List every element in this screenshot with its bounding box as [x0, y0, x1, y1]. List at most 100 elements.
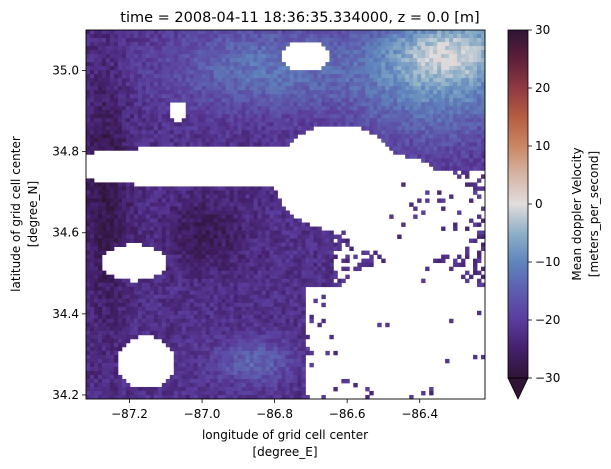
velocity-cell — [477, 166, 482, 171]
velocity-cell — [221, 242, 227, 247]
velocity-cell — [149, 190, 155, 195]
velocity-cell — [217, 226, 223, 231]
velocity-cell — [201, 294, 207, 300]
velocity-cell — [337, 38, 342, 43]
velocity-cell — [153, 186, 159, 191]
velocity-cell — [233, 126, 239, 131]
velocity-cell — [177, 206, 183, 211]
velocity-cell — [245, 282, 250, 288]
velocity-cell — [457, 262, 462, 268]
velocity-cell — [181, 286, 187, 292]
velocity-cell — [273, 86, 278, 91]
velocity-cell — [433, 114, 438, 119]
velocity-cell — [321, 110, 326, 115]
velocity-cell — [177, 294, 183, 300]
velocity-cell — [145, 194, 151, 199]
velocity-cell — [221, 138, 227, 143]
velocity-cell — [273, 230, 278, 235]
velocity-cell — [93, 298, 99, 304]
velocity-cell — [313, 106, 318, 111]
velocity-cell — [201, 274, 207, 280]
velocity-cell — [437, 30, 442, 35]
velocity-cell — [437, 34, 442, 39]
velocity-cell — [273, 330, 278, 336]
velocity-cell — [249, 82, 254, 87]
velocity-cell — [201, 82, 207, 87]
velocity-cell — [469, 166, 474, 171]
velocity-cell — [233, 298, 239, 304]
velocity-cell — [425, 98, 430, 103]
velocity-cell — [153, 210, 159, 215]
velocity-cell — [157, 226, 163, 231]
velocity-cell — [189, 226, 195, 231]
velocity-cell — [125, 222, 131, 227]
velocity-cell — [429, 54, 434, 59]
velocity-cell — [393, 74, 398, 79]
velocity-cell — [97, 62, 103, 67]
velocity-cell — [185, 78, 191, 83]
velocity-cell — [141, 282, 147, 288]
velocity-cell — [373, 114, 378, 119]
velocity-cell — [253, 54, 258, 59]
velocity-cell — [86, 298, 91, 304]
velocity-cell — [325, 258, 330, 264]
velocity-cell — [105, 230, 111, 235]
velocity-cell — [241, 326, 246, 332]
velocity-cell — [313, 122, 318, 127]
velocity-cell — [397, 78, 402, 83]
velocity-cell — [121, 102, 127, 107]
velocity-cell — [185, 214, 191, 219]
velocity-cell — [237, 74, 243, 79]
velocity-cell — [457, 106, 462, 111]
velocity-cell — [277, 42, 282, 47]
velocity-cell — [253, 262, 258, 268]
velocity-cell — [437, 54, 442, 59]
velocity-cell — [329, 122, 334, 127]
velocity-cell — [113, 74, 119, 79]
velocity-cell — [101, 314, 107, 320]
velocity-cell — [213, 334, 219, 340]
velocity-cell — [185, 142, 191, 147]
velocity-cell — [169, 290, 175, 296]
velocity-cell — [133, 86, 139, 91]
velocity-cell — [437, 82, 442, 87]
velocity-cell — [457, 66, 462, 71]
velocity-cell — [321, 118, 326, 123]
velocity-cell — [357, 106, 362, 111]
velocity-cell — [229, 142, 235, 147]
velocity-cell — [189, 30, 195, 35]
velocity-cell — [265, 238, 270, 243]
velocity-cell — [281, 122, 286, 127]
velocity-cell — [413, 66, 418, 71]
velocity-cell — [149, 234, 155, 239]
velocity-cell — [297, 318, 302, 324]
velocity-cell — [277, 142, 282, 147]
velocity-cell — [117, 90, 123, 95]
velocity-cell — [337, 234, 342, 239]
velocity-cell — [261, 106, 266, 111]
velocity-cell — [329, 262, 334, 268]
velocity-cell — [209, 118, 215, 123]
velocity-cell — [157, 50, 163, 55]
velocity-cell — [381, 54, 386, 59]
velocity-cell — [325, 262, 330, 268]
velocity-cell — [321, 30, 326, 35]
velocity-cell — [249, 38, 254, 43]
velocity-cell — [265, 86, 270, 91]
velocity-cell — [129, 230, 135, 235]
velocity-cell — [93, 306, 99, 312]
velocity-cell — [149, 122, 155, 127]
velocity-cell — [89, 230, 95, 235]
velocity-cell — [129, 214, 135, 219]
velocity-cell — [421, 110, 426, 115]
velocity-cell — [277, 58, 282, 63]
velocity-cell — [133, 286, 139, 292]
velocity-cell — [409, 70, 414, 75]
velocity-cell — [377, 90, 382, 95]
velocity-cell — [245, 310, 250, 316]
velocity-cell — [189, 66, 195, 71]
velocity-cell — [89, 62, 95, 67]
velocity-cell — [341, 30, 346, 35]
velocity-cell — [205, 34, 211, 39]
velocity-cell — [125, 190, 131, 195]
